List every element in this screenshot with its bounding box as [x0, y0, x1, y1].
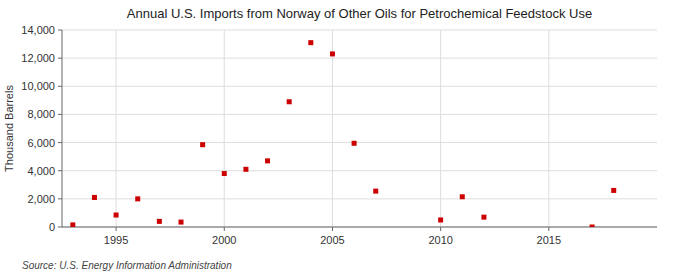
point — [200, 142, 205, 147]
y-grid-line — [62, 142, 657, 143]
y-tick-label: 6,000 — [27, 137, 55, 149]
y-tick — [58, 170, 62, 171]
y-tick — [58, 30, 62, 31]
point — [481, 215, 486, 220]
y-tick — [58, 58, 62, 59]
y-grid-line — [62, 227, 657, 228]
x-tick — [548, 227, 549, 231]
point — [287, 99, 292, 104]
point — [114, 213, 119, 218]
point — [438, 217, 443, 222]
y-tick — [58, 86, 62, 87]
y-grid-line — [62, 58, 657, 59]
point — [352, 141, 357, 146]
y-tick — [58, 142, 62, 143]
chart: 0 2,000 4,000 6,000 8,000 10,000 12,000 14,000 1… — [0, 0, 675, 275]
point — [157, 219, 162, 224]
x-tick — [332, 227, 333, 231]
y-grid-line — [62, 30, 657, 31]
y-tick — [58, 114, 62, 115]
chart-container: 0 2,000 4,000 6,000 8,000 10,000 12,000 14,000 1… — [0, 0, 675, 275]
x-tick-label: 2010 — [428, 234, 452, 246]
point — [460, 194, 465, 199]
y-tick-label: 12,000 — [21, 52, 55, 64]
annotation: Source: U.S. Energy Information Administ… — [22, 260, 232, 271]
point — [611, 188, 616, 193]
point — [70, 222, 75, 227]
x-tick — [224, 227, 225, 231]
point — [222, 171, 227, 176]
x-grid-line — [116, 30, 117, 227]
point — [308, 40, 313, 45]
x-tick — [440, 227, 441, 231]
x-tick-label: 2015 — [537, 234, 561, 246]
point — [330, 51, 335, 56]
x-grid-line — [332, 30, 333, 227]
point — [92, 195, 97, 200]
title: Annual U.S. Imports from Norway of Other… — [127, 6, 592, 21]
y-tick-label: 0 — [49, 221, 55, 233]
x-tick-label: 1995 — [104, 234, 128, 246]
x-axis-line — [62, 227, 657, 228]
axes: 0 2,000 4,000 6,000 8,000 10,000 12,000 14,000 1… — [21, 24, 657, 246]
x-grid-line — [224, 30, 225, 227]
x-tick — [116, 227, 117, 231]
y-tick — [58, 227, 62, 228]
x-tick-label: 2005 — [320, 234, 344, 246]
y-grid-line — [62, 114, 657, 115]
points — [70, 40, 616, 227]
point — [243, 167, 248, 172]
y-tick-label: 14,000 — [21, 24, 55, 36]
point — [590, 225, 595, 228]
y-tick-label: 2,000 — [27, 193, 55, 205]
y-axis-line — [62, 30, 63, 227]
point — [265, 158, 270, 163]
y-grid-line — [62, 198, 657, 199]
y-tick-label: 10,000 — [21, 80, 55, 92]
grid — [62, 30, 657, 227]
x-grid-line — [548, 30, 549, 227]
x-tick-label: 2000 — [212, 234, 236, 246]
point — [179, 220, 184, 225]
y-tick-label: 8,000 — [27, 108, 55, 120]
y-tick — [58, 198, 62, 199]
y-grid-line — [62, 170, 657, 171]
y-axis-label: Thousand Barrels — [3, 85, 15, 172]
y-tick-label: 4,000 — [27, 165, 55, 177]
point — [373, 189, 378, 194]
y-grid-line — [62, 86, 657, 87]
x-grid-line — [440, 30, 441, 227]
point — [135, 196, 140, 201]
